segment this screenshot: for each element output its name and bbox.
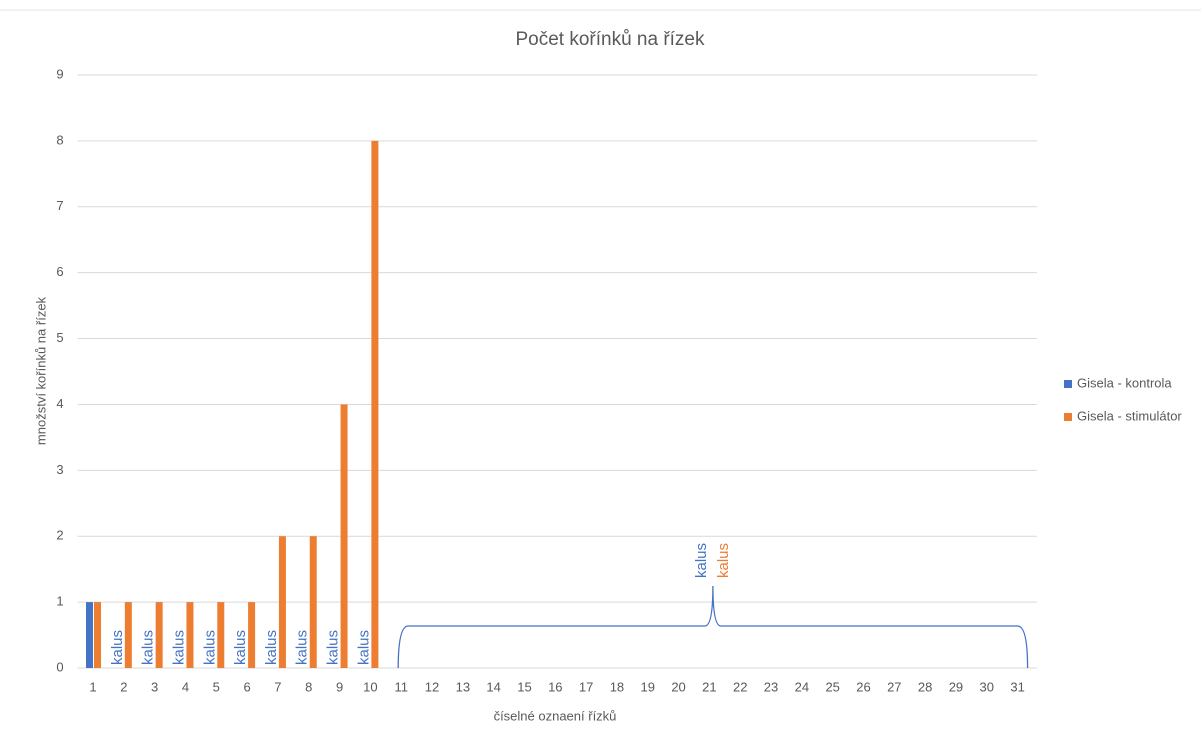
x-tick-label: 13 — [456, 679, 470, 694]
x-tick-label: 2 — [120, 679, 127, 694]
bar — [278, 536, 286, 668]
x-tick-label: 3 — [151, 679, 158, 694]
bar — [371, 140, 379, 668]
y-tick-label: 7 — [56, 198, 63, 213]
x-tick-label: 18 — [610, 679, 624, 694]
x-tick-label: 28 — [918, 679, 932, 694]
legend-swatch — [1064, 413, 1072, 421]
y-tick-label: 0 — [56, 659, 63, 674]
brace — [397, 585, 1029, 669]
x-tick-label: 1 — [89, 679, 96, 694]
bar — [86, 602, 94, 668]
x-tick-label: 4 — [182, 679, 189, 694]
x-tick-label: 7 — [274, 679, 281, 694]
y-tick-label: 4 — [56, 396, 63, 411]
y-tick-label: 8 — [56, 132, 63, 147]
annotation: kalus — [201, 630, 218, 665]
y-tick-label: 5 — [56, 330, 63, 345]
x-tick-label: 19 — [641, 679, 655, 694]
x-tick-label: 16 — [548, 679, 562, 694]
annotation: kalus — [140, 630, 157, 665]
y-tick-label: 2 — [56, 528, 63, 543]
x-tick-label: 8 — [305, 679, 312, 694]
bar — [155, 602, 163, 668]
chart-title: Počet kořínků na řízek — [515, 29, 705, 50]
x-tick-label: 25 — [825, 679, 839, 694]
x-tick-label: 12 — [425, 679, 439, 694]
bar — [309, 536, 317, 668]
x-tick-label: 23 — [764, 679, 778, 694]
x-tick-label: 31 — [1010, 679, 1024, 694]
x-tick-label: 24 — [795, 679, 809, 694]
bar — [94, 602, 102, 668]
x-tick-label: 14 — [486, 679, 500, 694]
annotation: kalus — [170, 630, 187, 665]
x-tick-label: 27 — [887, 679, 901, 694]
legend-label: Gisela - kontrola — [1077, 375, 1172, 390]
x-tick-label: 9 — [336, 679, 343, 694]
x-tick-label: 21 — [702, 679, 716, 694]
x-axis-title: číselné oznaení řízků — [494, 708, 617, 723]
x-tick-label: 26 — [856, 679, 870, 694]
annotation: kalus — [232, 630, 249, 665]
y-tick-label: 1 — [56, 594, 63, 609]
x-tick-label: 6 — [243, 679, 250, 694]
legend-label: Gisela - stimulátor — [1077, 408, 1182, 423]
x-tick-label: 17 — [579, 679, 593, 694]
annotation: kalus — [294, 630, 311, 665]
x-tick-label: 29 — [949, 679, 963, 694]
x-tick-label: 15 — [517, 679, 531, 694]
y-tick-label: 3 — [56, 462, 63, 477]
legend-swatch — [1064, 380, 1072, 388]
x-tick-label: 30 — [980, 679, 994, 694]
x-tick-label: 10 — [363, 679, 377, 694]
annotation: kalus — [355, 630, 372, 665]
annotation: kalus — [325, 630, 342, 665]
x-tick-label: 22 — [733, 679, 747, 694]
y-axis-title: množství kořínků na řízek — [33, 296, 48, 445]
annotation: kalus — [109, 630, 126, 665]
bar — [124, 602, 132, 668]
x-tick-label: 11 — [394, 679, 408, 694]
bar — [186, 602, 194, 668]
brace-label: kalus — [715, 543, 732, 578]
x-tick-label: 5 — [213, 679, 220, 694]
x-tick-label: 20 — [671, 679, 685, 694]
bar — [217, 602, 225, 668]
y-tick-label: 9 — [56, 66, 63, 81]
y-tick-label: 6 — [56, 264, 63, 279]
bar — [248, 602, 256, 668]
bar — [340, 404, 348, 668]
brace-label: kalus — [693, 543, 710, 578]
annotation: kalus — [263, 630, 280, 665]
